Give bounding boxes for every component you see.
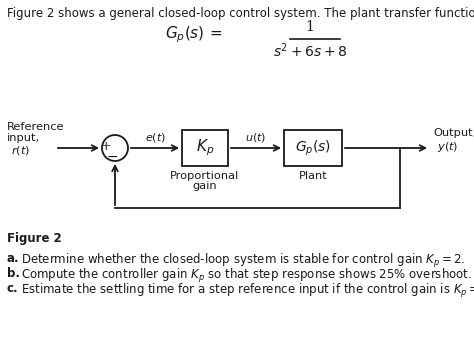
Text: 1: 1 xyxy=(306,20,314,34)
Text: Compute the controller gain $K_p$ so that step response shows 25% overshoot.: Compute the controller gain $K_p$ so tha… xyxy=(21,267,472,285)
Text: input,: input, xyxy=(7,133,40,143)
Text: $u(t)$: $u(t)$ xyxy=(246,131,266,144)
Text: Figure 2: Figure 2 xyxy=(7,232,62,245)
Text: Proportional: Proportional xyxy=(170,171,240,181)
Text: $y(t)$: $y(t)$ xyxy=(437,140,458,154)
Text: gain: gain xyxy=(193,181,217,191)
Text: c.: c. xyxy=(7,282,18,295)
Text: Estimate the settling time for a step reference input if the control gain is $K_: Estimate the settling time for a step re… xyxy=(21,282,474,300)
Text: a.: a. xyxy=(7,252,19,265)
Text: Figure 2 shows a general closed-loop control system. The plant transfer function: Figure 2 shows a general closed-loop con… xyxy=(7,7,474,20)
Text: Plant: Plant xyxy=(299,171,328,181)
Text: −: − xyxy=(106,150,118,164)
Text: Output,: Output, xyxy=(433,128,474,138)
Text: $r(t)$: $r(t)$ xyxy=(11,144,30,157)
Text: $G_p(s)\,=$: $G_p(s)\,=$ xyxy=(165,24,222,45)
Text: +: + xyxy=(100,139,111,152)
Text: $e(t)$: $e(t)$ xyxy=(145,131,165,144)
Text: Reference: Reference xyxy=(7,122,64,132)
Text: b.: b. xyxy=(7,267,20,280)
Bar xyxy=(182,130,228,166)
Text: $K_p$: $K_p$ xyxy=(196,138,214,158)
Text: $G_p(s)$: $G_p(s)$ xyxy=(295,138,331,158)
Text: $s^2+6s+8$: $s^2+6s+8$ xyxy=(273,41,347,60)
Text: Determine whether the closed-loop system is stable for control gain $K_p = 2$.: Determine whether the closed-loop system… xyxy=(21,252,465,270)
Bar xyxy=(284,130,342,166)
